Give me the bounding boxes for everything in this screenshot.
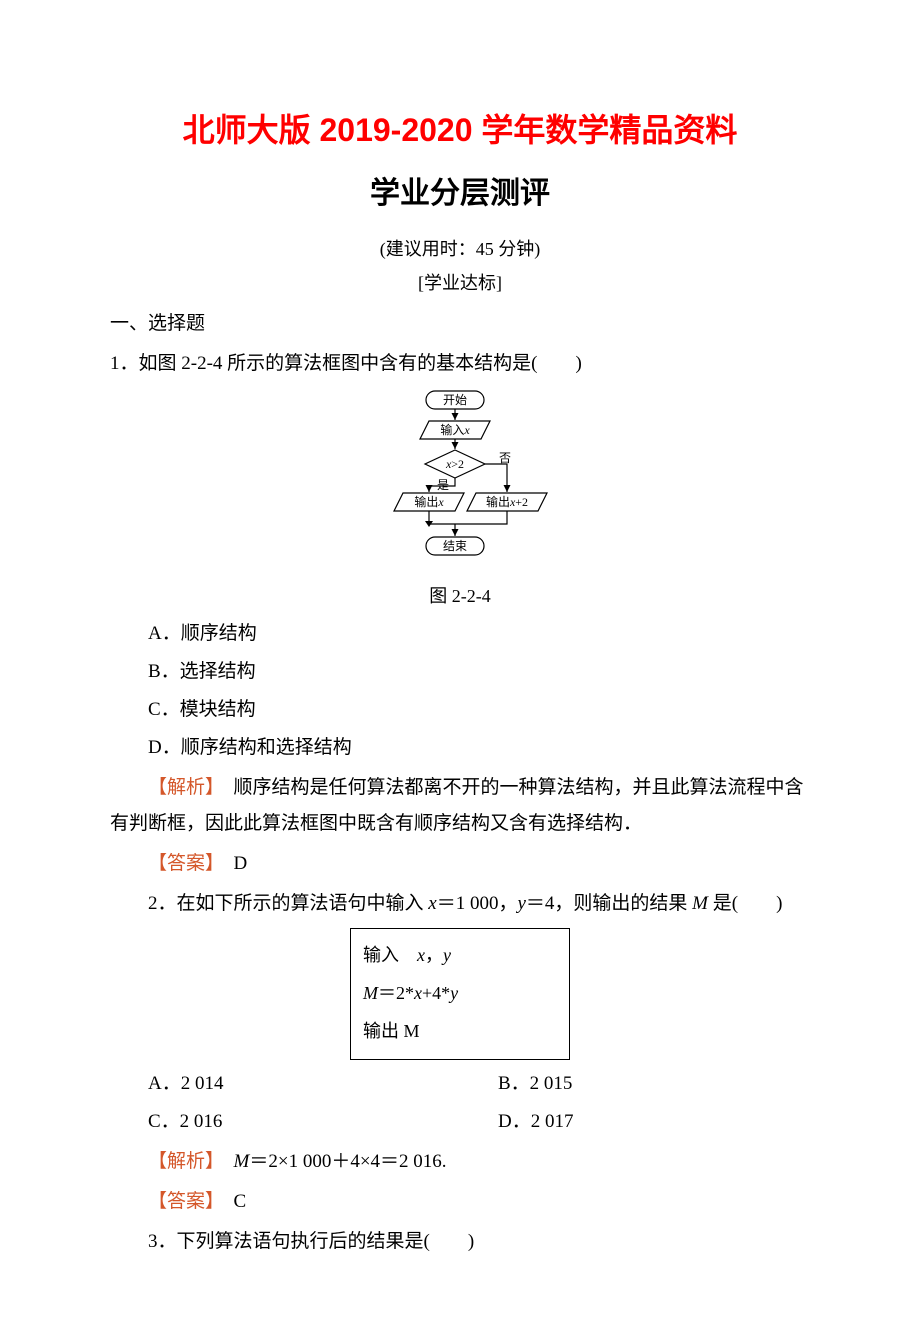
q1-analysis: 【解析】 顺序结构是任何算法都离不开的一种算法结构，并且此算法流程中含有判断框，… bbox=[110, 770, 810, 842]
svg-text:输出x: 输出x bbox=[414, 494, 444, 509]
q2-option-c: C．2 016 bbox=[110, 1104, 460, 1140]
fc-start-label: 开始 bbox=[443, 393, 467, 407]
q1-answer-value: D bbox=[234, 853, 248, 874]
fc-end-label: 结束 bbox=[443, 539, 467, 553]
analysis-tag: 【解析】 bbox=[148, 1151, 215, 1172]
q2-options-row1: A．2 014 B．2 015 bbox=[110, 1066, 810, 1102]
page: 北师大版 2019-2020 学年数学精品资料 学业分层测评 (建议用时：45 … bbox=[0, 0, 920, 1324]
q2-option-b: B．2 015 bbox=[460, 1066, 810, 1102]
answer-tag: 【答案】 bbox=[148, 1191, 215, 1212]
q1-fig-label: 图 2-2-4 bbox=[110, 579, 810, 613]
q1-option-c: C．模块结构 bbox=[110, 692, 810, 728]
q2-option-a: A．2 014 bbox=[110, 1066, 460, 1102]
q2-analysis: 【解析】 M＝2×1 000＋4×4＝2 016. bbox=[110, 1144, 810, 1180]
code-line-1: 输入 x，y bbox=[363, 937, 557, 975]
svg-text:输入x: 输入x bbox=[440, 422, 470, 437]
q1-answer: 【答案】 D bbox=[110, 846, 810, 882]
code-line-3: 输出 M bbox=[363, 1013, 557, 1051]
q2-stem-pre: 2．在如下所示的算法语句中输入 bbox=[148, 893, 428, 914]
svg-text:输出x+2: 输出x+2 bbox=[486, 494, 528, 509]
fc-input-label: 输入 bbox=[440, 422, 464, 437]
section-tag: [学业达标] bbox=[110, 266, 810, 300]
q2-answer-value: C bbox=[234, 1191, 247, 1212]
title-red: 北师大版 2019-2020 学年数学精品资料 bbox=[110, 100, 810, 161]
fc-no-label: 否 bbox=[499, 451, 511, 465]
code-line-2: M＝2*x+4*y bbox=[363, 975, 557, 1013]
q1-option-a: A．顺序结构 bbox=[110, 616, 810, 652]
svg-text:x>2: x>2 bbox=[445, 457, 464, 471]
title-main: 学业分层测评 bbox=[110, 165, 810, 222]
q1-stem: 1．如图 2-2-4 所示的算法框图中含有的基本结构是( ) bbox=[110, 346, 810, 382]
q2-options-row2: C．2 016 D．2 017 bbox=[110, 1104, 810, 1140]
analysis-tag: 【解析】 bbox=[148, 777, 215, 798]
answer-tag: 【答案】 bbox=[148, 853, 215, 874]
fc-yes-label: 是 bbox=[437, 478, 449, 492]
section1-heading: 一、选择题 bbox=[110, 306, 810, 342]
q2-answer: 【答案】 C bbox=[110, 1184, 810, 1220]
q2-option-d: D．2 017 bbox=[460, 1104, 810, 1140]
time-note: (建议用时：45 分钟) bbox=[110, 232, 810, 266]
q1-option-b: B．选择结构 bbox=[110, 654, 810, 690]
q1-option-d: D．顺序结构和选择结构 bbox=[110, 730, 810, 766]
q2-codebox: 输入 x，y M＝2*x+4*y 输出 M bbox=[110, 928, 810, 1059]
q1-analysis-text: 顺序结构是任何算法都离不开的一种算法结构，并且此算法流程中含有判断框，因此此算法… bbox=[110, 777, 804, 834]
q3-stem: 3．下列算法语句执行后的结果是( ) bbox=[110, 1224, 810, 1260]
q1-flowchart: 开始 输入x x>2 是 否 输出x 输出x+2 bbox=[110, 386, 810, 577]
q2-stem: 2．在如下所示的算法语句中输入 x＝1 000，y＝4，则输出的结果 M 是( … bbox=[110, 886, 810, 922]
